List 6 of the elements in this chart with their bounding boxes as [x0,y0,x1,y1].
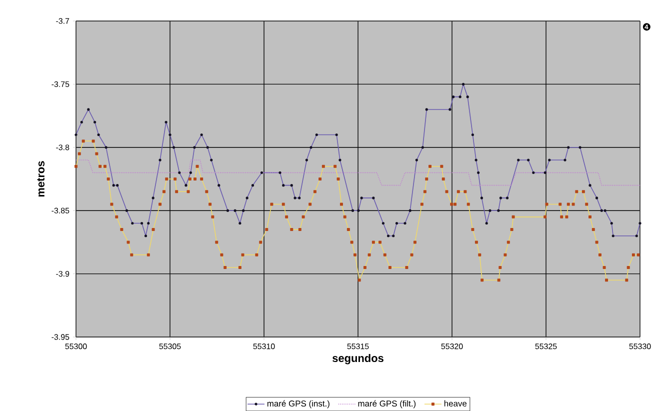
legend-label: maré GPS (inst.) [267,400,330,408]
legend-label: maré GPS (filt.) [358,400,416,408]
y-axis-title: metros [37,161,44,196]
x-axis-title: segundos [332,354,384,364]
text: ❹ [642,23,650,31]
legend-label: heave [444,400,467,406]
